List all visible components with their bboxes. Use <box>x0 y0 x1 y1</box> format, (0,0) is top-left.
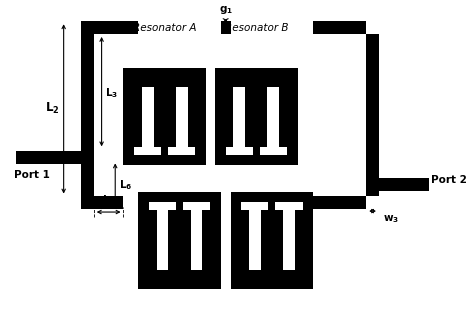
Bar <box>168 79 176 147</box>
Text: $\mathbf{L_6}$: $\mathbf{L_6}$ <box>119 178 133 192</box>
Bar <box>81 34 94 197</box>
Text: Port 1: Port 1 <box>14 170 50 180</box>
Bar <box>261 210 268 278</box>
Bar <box>241 271 268 278</box>
Bar <box>168 79 195 155</box>
Bar <box>221 21 230 34</box>
Bar <box>260 79 287 155</box>
Text: $\mathbf{L_2}$: $\mathbf{L_2}$ <box>45 101 60 116</box>
Bar <box>183 202 210 278</box>
Bar <box>298 197 366 209</box>
Bar <box>149 271 176 278</box>
Bar <box>226 79 253 155</box>
Bar <box>241 210 249 278</box>
Bar <box>134 79 142 147</box>
Text: Resonator A: Resonator A <box>133 23 197 33</box>
Bar <box>154 79 162 147</box>
Bar <box>206 197 215 209</box>
Bar <box>260 79 287 86</box>
Bar <box>149 202 176 278</box>
Bar <box>149 210 156 278</box>
Bar <box>379 178 429 191</box>
Bar <box>275 202 302 278</box>
Bar <box>183 210 191 278</box>
Bar <box>81 197 124 209</box>
Text: $\mathbf{g_1}$: $\mathbf{g_1}$ <box>219 3 233 16</box>
Bar <box>275 210 283 278</box>
Bar <box>226 79 233 147</box>
Bar <box>313 21 366 34</box>
Bar <box>230 192 313 289</box>
Bar <box>168 79 195 86</box>
Bar <box>279 79 287 147</box>
Bar <box>183 271 210 278</box>
Bar <box>241 202 268 278</box>
Bar <box>366 34 379 197</box>
Bar <box>275 271 302 278</box>
Bar <box>134 79 162 155</box>
Text: $\mathbf{w_3}$: $\mathbf{w_3}$ <box>383 213 399 225</box>
Bar <box>81 21 138 34</box>
Bar <box>202 210 210 278</box>
Bar <box>138 192 221 289</box>
Bar <box>215 68 298 165</box>
Bar <box>188 79 195 147</box>
Bar <box>260 79 267 147</box>
Text: $\mathbf{L_3}$: $\mathbf{L_3}$ <box>105 86 118 100</box>
Bar <box>134 79 162 86</box>
Text: Resonator B: Resonator B <box>225 23 288 33</box>
Text: $\mathbf{L_1}$: $\mathbf{L_1}$ <box>102 193 115 207</box>
Bar <box>124 68 206 165</box>
Bar <box>226 79 253 86</box>
Bar <box>16 151 81 164</box>
Text: Port 2: Port 2 <box>431 175 467 185</box>
Bar <box>168 210 176 278</box>
Bar <box>245 79 253 147</box>
Bar <box>295 210 302 278</box>
